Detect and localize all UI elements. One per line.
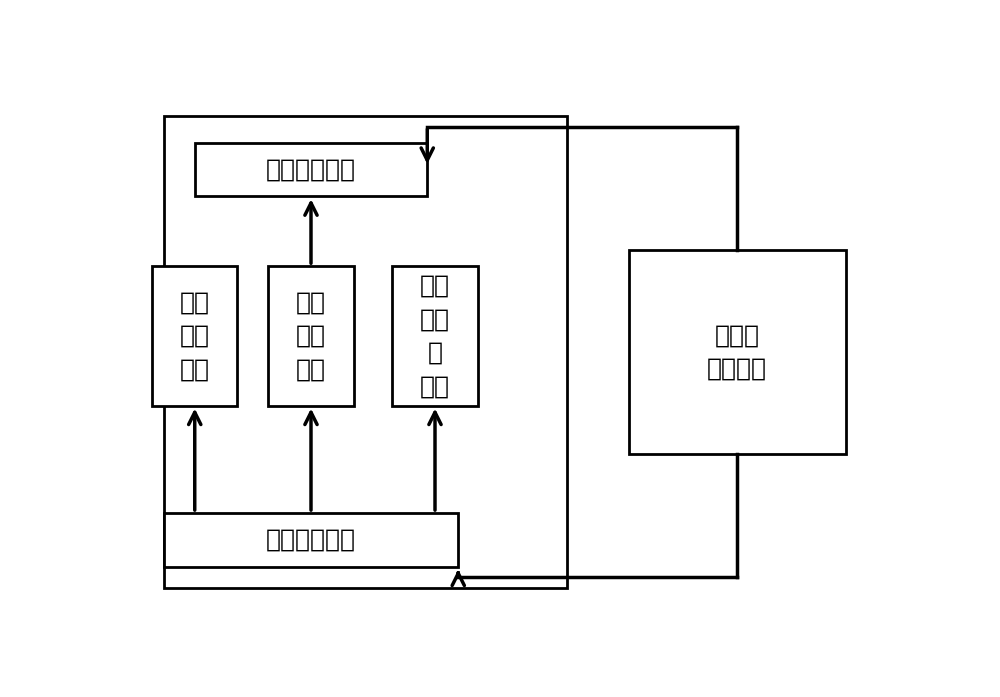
Bar bbox=[268, 266, 354, 406]
Bar bbox=[164, 116, 567, 588]
Bar bbox=[392, 266, 478, 406]
Bar bbox=[195, 143, 427, 197]
Bar bbox=[629, 250, 846, 454]
Bar bbox=[164, 513, 458, 567]
Text: 荧光检测模块: 荧光检测模块 bbox=[266, 158, 356, 181]
Text: 旋转
检测
台
模块: 旋转 检测 台 模块 bbox=[420, 274, 450, 398]
Text: 上位机
软件模块: 上位机 软件模块 bbox=[707, 323, 767, 381]
Text: 电机控制模块: 电机控制模块 bbox=[266, 528, 356, 552]
Text: 自动
进样
模块: 自动 进样 模块 bbox=[180, 291, 210, 381]
Text: 光纤
控制
模块: 光纤 控制 模块 bbox=[296, 291, 326, 381]
Bar bbox=[152, 266, 237, 406]
